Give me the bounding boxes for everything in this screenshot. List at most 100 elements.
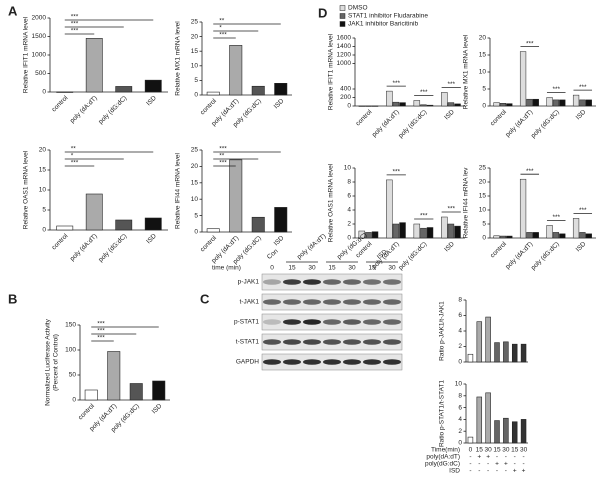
bar bbox=[420, 104, 427, 107]
x-tick-label: control bbox=[199, 234, 218, 253]
blot-band bbox=[303, 319, 321, 325]
table-row-label: Time(min) bbox=[431, 447, 460, 454]
bar bbox=[399, 222, 406, 239]
blot-band-label: t-JAK1 bbox=[239, 299, 259, 306]
bar bbox=[467, 353, 474, 363]
y-tick-label: 15 bbox=[191, 180, 199, 187]
blot-band bbox=[323, 279, 341, 285]
x-tick-label: poly (dA:dT) bbox=[371, 109, 401, 139]
x-tick-label: ISD bbox=[575, 108, 588, 121]
y-tick-label: 15 bbox=[479, 193, 487, 200]
bar bbox=[526, 98, 533, 107]
y-tick-label: 2 bbox=[458, 428, 462, 435]
blot-band bbox=[303, 299, 321, 305]
bar bbox=[85, 38, 103, 93]
bar bbox=[511, 343, 518, 363]
bar bbox=[476, 396, 483, 444]
blot-band bbox=[383, 299, 401, 305]
blot-band bbox=[323, 319, 341, 325]
y-tick-label: 5 bbox=[194, 212, 198, 219]
bar bbox=[572, 218, 580, 239]
x-tick-label: 30 bbox=[485, 447, 493, 454]
bar bbox=[506, 103, 513, 107]
y-tick-label: 8 bbox=[347, 179, 351, 186]
blot-band bbox=[383, 359, 401, 365]
blot-band bbox=[283, 279, 301, 285]
blot-time: 30 bbox=[348, 265, 356, 272]
bar bbox=[485, 316, 491, 363]
x-tick-label: control bbox=[51, 94, 70, 113]
y-tick-label: 5 bbox=[194, 77, 198, 84]
y-tick-label: 1400 bbox=[337, 43, 352, 50]
blot-band bbox=[303, 279, 321, 285]
blot-band bbox=[283, 319, 301, 325]
blot-time: 15 bbox=[368, 265, 376, 272]
bar bbox=[520, 343, 527, 363]
y-tick-label: 50 bbox=[69, 372, 77, 379]
y-tick-label: 4 bbox=[347, 207, 351, 214]
y-tick-label: 5 bbox=[482, 86, 486, 93]
bar bbox=[467, 436, 474, 444]
table-cell: - bbox=[505, 468, 507, 475]
x-tick-label: ISD bbox=[273, 97, 286, 110]
blot-band bbox=[263, 339, 281, 345]
blot-band bbox=[283, 359, 301, 365]
significance-label: ** bbox=[219, 18, 225, 25]
significance-label: *** bbox=[526, 168, 534, 175]
blot-band bbox=[283, 339, 301, 345]
x-tick-label: 30 bbox=[502, 447, 510, 454]
x-tick-label: ISD bbox=[145, 232, 158, 245]
blot-band-label: GAPDH bbox=[236, 359, 259, 366]
significance-label: * bbox=[71, 153, 74, 160]
y-tick-label: 1000 bbox=[337, 60, 352, 67]
bar bbox=[144, 217, 162, 231]
x-tick-label: poly (dA:dT) bbox=[69, 95, 99, 125]
panel-label: B bbox=[8, 291, 17, 306]
y-tick-label: 15 bbox=[191, 48, 199, 55]
bar bbox=[546, 225, 553, 239]
significance-label: *** bbox=[97, 335, 105, 342]
table-cell: - bbox=[522, 454, 524, 461]
y-tick-label: 1600 bbox=[337, 35, 352, 42]
blot-band bbox=[363, 339, 381, 345]
table-row-label: poly(dA:dT) bbox=[426, 454, 460, 461]
legend-swatch bbox=[339, 5, 346, 11]
significance-label: *** bbox=[97, 321, 105, 328]
blot-band bbox=[323, 339, 341, 345]
y-tick-label: 4 bbox=[458, 328, 462, 335]
blot-time: 0 bbox=[270, 265, 274, 272]
x-tick-label: poly (dA:dT) bbox=[69, 233, 99, 263]
table-cell: - bbox=[487, 461, 489, 468]
y-tick-label: 25 bbox=[191, 19, 199, 26]
y-tick-label: 0 bbox=[42, 227, 46, 234]
significance-label: *** bbox=[552, 86, 560, 93]
bar bbox=[399, 102, 406, 107]
legend-label: JAK1 inhibitor Baricitinib bbox=[348, 21, 418, 28]
y-tick-label: 8 bbox=[458, 393, 462, 400]
y-tick-label: 25 bbox=[191, 147, 199, 154]
bar bbox=[559, 99, 566, 107]
y-axis-label: Relative OAS1 mRNA level bbox=[23, 150, 30, 229]
bar bbox=[520, 419, 527, 444]
y-tick-label: 150 bbox=[65, 322, 76, 329]
bar bbox=[447, 223, 455, 239]
bar bbox=[559, 233, 566, 239]
significance-label: *** bbox=[579, 84, 587, 91]
bar bbox=[519, 178, 527, 239]
bar bbox=[499, 235, 507, 239]
bar bbox=[476, 321, 483, 363]
x-tick-label: ISD bbox=[443, 108, 456, 121]
y-axis-label: Normalized Luciferase Activity bbox=[45, 318, 52, 405]
bar bbox=[546, 97, 553, 107]
bar bbox=[526, 232, 533, 239]
significance-label: *** bbox=[71, 14, 79, 21]
table-row-label: ISD bbox=[449, 468, 460, 475]
x-tick-label: ISD bbox=[273, 234, 286, 247]
table-cell: - bbox=[469, 461, 471, 468]
y-tick-label: 15 bbox=[479, 52, 487, 59]
bar bbox=[386, 179, 393, 239]
bar bbox=[511, 421, 518, 444]
bar bbox=[392, 101, 400, 107]
bar bbox=[107, 351, 121, 401]
y-axis-label: Relative OAS1 mRNA level bbox=[328, 163, 335, 242]
